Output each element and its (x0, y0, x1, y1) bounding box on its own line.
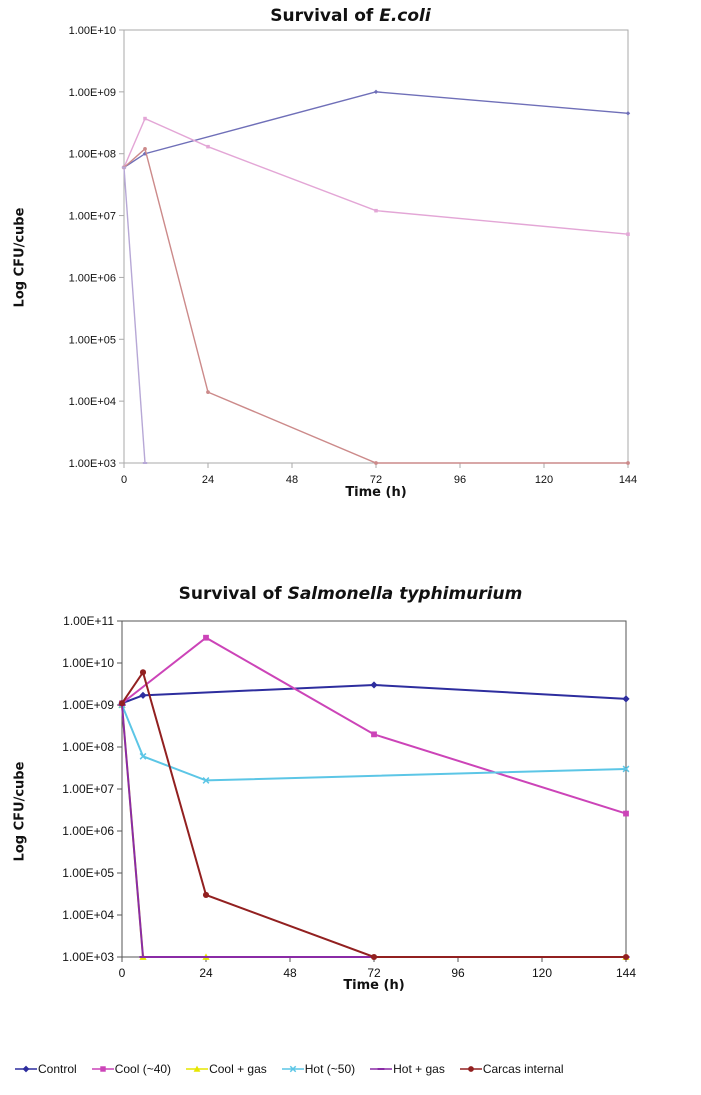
legend-swatch (15, 1065, 37, 1073)
chart-title: Survival of Salmonella typhimurium (178, 584, 523, 604)
y-tick-label: 1.00E+08 (69, 149, 116, 161)
x-tick-label: 96 (454, 474, 466, 486)
data-point-control (622, 695, 630, 703)
y-tick-label: 1.00E+08 (62, 740, 114, 754)
series-line-hot_gas (123, 167, 146, 464)
legend-label: Cool + gas (209, 1062, 267, 1076)
y-tick-label: 1.00E+10 (62, 656, 114, 670)
legend-item-cool_gas: Cool + gas (185, 1062, 267, 1076)
y-tick-label: 1.00E+03 (62, 950, 114, 964)
series-line-carcas (123, 147, 628, 464)
data-point-carcas (202, 891, 210, 899)
data-point-cool (623, 810, 629, 817)
legend-label: Cool (~40) (114, 1062, 172, 1076)
y-tick-label: 1.00E+07 (69, 211, 116, 223)
data-point-carcas (118, 700, 126, 707)
data-point-control (625, 111, 631, 116)
legend-swatch (281, 1065, 304, 1073)
series-line-carcas (121, 669, 626, 958)
legend-item-hot_gas: Hot + gas (369, 1062, 445, 1076)
x-tick-label: 120 (532, 966, 552, 980)
y-tick-label: 1.00E+09 (69, 87, 116, 99)
legend-swatch (186, 1065, 209, 1072)
data-point-carcas (143, 146, 147, 151)
data-point-cool (626, 232, 630, 236)
legend-swatch (91, 1066, 114, 1072)
y-tick-label: 1.00E+10 (69, 25, 116, 37)
legend-item-control: Control (14, 1062, 77, 1076)
y-tick-label: 1.00E+06 (62, 824, 114, 838)
x-tick-label: 0 (119, 966, 126, 980)
x-tick-label: 144 (616, 966, 636, 980)
x-tick-label: 96 (451, 966, 465, 980)
data-point-control (370, 681, 378, 689)
data-point-control (139, 691, 147, 699)
series-line-hot (121, 704, 627, 782)
y-tick-label: 1.00E+07 (62, 782, 114, 796)
data-point-carcas (374, 461, 378, 465)
series-line-hot_gas (121, 704, 626, 958)
x-tick-label: 48 (283, 966, 297, 980)
data-point-carcas (206, 390, 210, 394)
y-tick-label: 1.00E+03 (69, 458, 116, 470)
data-point-cool (143, 116, 147, 121)
x-axis-label: Time (h) (345, 485, 407, 500)
series-line-cool (121, 636, 627, 815)
data-point-hot (202, 777, 210, 784)
legend-swatch (370, 1068, 393, 1070)
y-axis-label: Log CFU/cube (12, 761, 28, 862)
x-tick-label: 0 (121, 474, 127, 486)
x-tick-label: 24 (199, 966, 213, 980)
x-axis-label: Time (h) (343, 978, 405, 993)
legend-item-cool: Cool (~40) (91, 1062, 171, 1076)
y-tick-label: 1.00E+04 (62, 908, 114, 922)
y-tick-label: 1.00E+09 (62, 698, 114, 712)
data-point-hot (622, 765, 630, 773)
series-line-cool_gas (121, 704, 626, 958)
data-point-carcas (622, 953, 630, 961)
series-line-control (121, 683, 627, 705)
y-tick-label: 1.00E+04 (69, 396, 116, 408)
data-point-cool (206, 144, 210, 149)
data-point-control (373, 89, 379, 95)
x-tick-label: 24 (202, 474, 214, 486)
data-point-carcas (626, 461, 630, 465)
x-tick-label: 48 (286, 474, 298, 486)
plot-area (123, 29, 629, 464)
y-axis-label: Log CFU/cube (12, 207, 28, 308)
data-point-cool (203, 634, 209, 641)
legend-label: Control (38, 1062, 77, 1076)
ecoli-plot: 1.00E+03 1.00E+04 1.00E+05 1.00E+06 1.00E+07… (69, 25, 638, 486)
data-point-cool (371, 731, 377, 738)
legend-label: Carcas internal (482, 1062, 564, 1076)
series-line-cool (123, 117, 629, 235)
chart-legend: Control Cool (~40) Cool + gas Hot (~50) Hot … (14, 1062, 701, 1076)
x-tick-label: 72 (370, 474, 382, 486)
salmonella-chart: Survival of Salmonella typhimurium 1.00E… (0, 570, 701, 1010)
y-tick-label: 1.00E+05 (69, 334, 116, 346)
legend-swatch (459, 1066, 482, 1072)
series-line-control (123, 91, 629, 169)
y-tick-label: 1.00E+05 (62, 866, 114, 880)
legend-label: Hot + gas (393, 1062, 445, 1076)
x-tick-label: 72 (367, 966, 381, 980)
legend-item-hot: Hot (~50) (281, 1062, 355, 1076)
legend-label: Hot (~50) (304, 1062, 356, 1076)
data-point-cool (374, 208, 378, 213)
data-point-carcas (370, 953, 378, 961)
chart-title: Survival of E.coli (270, 6, 431, 26)
data-point-hot (139, 752, 147, 760)
y-tick-label: 1.00E+11 (63, 614, 114, 628)
data-point-carcas (139, 669, 147, 676)
ecoli-chart: Survival of E.coli 1.00E+03 1.00E+04 1.00E… (0, 0, 701, 520)
y-tick-label: 1.00E+06 (69, 272, 116, 284)
x-tick-label: 120 (535, 474, 553, 486)
x-tick-label: 144 (619, 474, 637, 486)
salmonella-plot: 1.00E+03 1.00E+04 1.00E+05 1.00E+06 1.00E+07… (62, 614, 636, 980)
legend-item-carcas: Carcas internal (459, 1062, 564, 1076)
